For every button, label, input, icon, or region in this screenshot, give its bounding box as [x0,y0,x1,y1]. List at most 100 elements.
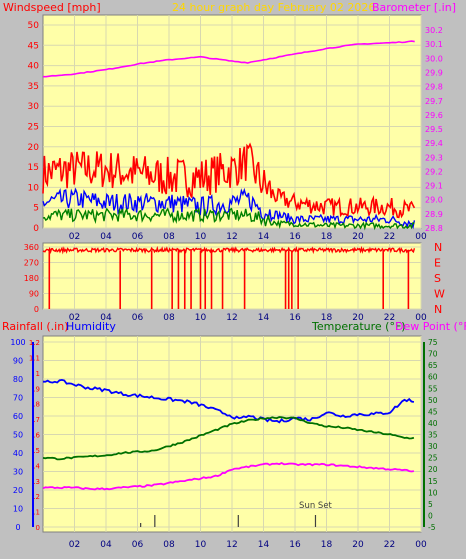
barometer-axis-label: Barometer [.in] [372,1,456,14]
humidity-tick-label: 30 [13,468,23,477]
humidity-tick-label: 60 [13,412,23,421]
direction-series [42,245,416,309]
temperature-tick-label: 45 [428,407,438,416]
rain-tick-label: 1.1 [29,354,40,362]
temperature-tick-label: 25 [428,454,438,463]
wind-barometer-panel: 02 04 06 08 10 12 14 16 18 20 22 000510152025303540… [3,1,456,242]
wind-x-tick-label: 04 [100,232,112,242]
rain-tick-label: .1 [33,509,40,517]
temperature-x-tick-label: 08 [163,540,175,550]
gust-line [42,142,416,219]
dewpoint-line [42,461,415,491]
rain-tick-label: .9 [33,385,40,393]
wind-x-tick-label: 08 [163,232,175,242]
humidity-tick-label: 40 [13,449,23,458]
rain-tick-label: .2 [33,493,40,501]
sunset-annotation: Sun Set [299,501,332,511]
barometer-tick-label: 28.8 [425,224,443,233]
humidity-tick-label: 10 [13,505,23,514]
temperature-tick-label: 55 [428,384,438,393]
barometer-tick-label: 29.4 [425,139,443,148]
direction-x-tick-label: 02 [69,313,80,323]
humidity-tick-label: 20 [13,486,23,495]
barometer-tick-label: 29.7 [425,97,443,106]
windspeed-tick-label: 0 [33,224,39,234]
direction-x-tick-label: 22 [384,313,395,323]
rain-tick-label: .5 [33,447,40,455]
wind-ticks: 02 04 06 08 10 12 14 16 18 20 22 000510152025303540… [28,21,443,242]
windspeed-tick-label: 20 [28,143,40,153]
temperature-line [42,416,415,461]
direction-line [42,245,416,255]
wind-x-tick-label: 20 [352,232,364,242]
temperature-ticks: 02 04 06 08 10 12 14 16 18 20 22 000102030405060708… [10,338,437,550]
wind-x-tick-label: 22 [384,232,395,242]
temperature-series: Sun Set [42,378,415,527]
humidity-tick-label: 80 [13,375,23,384]
humidity-line [43,378,415,424]
rain-tick-label: .6 [33,432,40,440]
temperature-tick-label: 10 [428,488,438,497]
temperature-x-tick-label: 14 [258,540,270,550]
barometer-tick-label: 30.1 [425,40,443,49]
windspeed-axis-label: Windspeed [mph] [3,1,101,14]
windspeed-tick-label: 35 [28,82,39,92]
compass-label: N [434,241,442,254]
temperature-tick-label: 15 [428,477,438,486]
direction-x-tick-label: 14 [258,313,270,323]
chart-title: 24 hour graph day February 02 2026 [172,1,375,14]
temperature-tick-label: 0 [428,511,433,520]
wind-x-tick-label: 00 [415,232,427,242]
windspeed-tick-label: 50 [28,21,40,31]
avg-line [42,207,415,231]
compass-label: W [434,288,445,301]
wind-x-tick-label: 18 [321,232,333,242]
temperature-tick-label: 75 [428,338,438,347]
humidity-axis-label: Humidity [66,320,116,333]
temperature-x-tick-label: 12 [226,540,237,550]
direction-tick-label: 360 [24,243,39,252]
temperature-tick-label: 35 [428,431,438,440]
barometer-tick-label: 30.2 [425,26,443,35]
temperature-tick-label: 30 [428,442,438,451]
temperature-x-tick-label: 16 [289,540,301,550]
temperature-x-tick-label: 06 [132,540,144,550]
temperature-humidity-panel: Sun Set 02 04 06 08 10 12 14 16 18 20 22 0001020304… [2,320,466,550]
temperature-tick-label: 70 [428,350,438,359]
direction-tick-label: 0 [34,305,39,314]
direction-x-tick-label: 00 [415,313,427,323]
humidity-tick-label: 50 [13,431,23,440]
wind-x-tick-label: 10 [195,232,207,242]
wind-grid [43,15,422,229]
windspeed-tick-label: 25 [28,123,39,133]
rainfall-axis-label: Rainfall (.in) [2,320,69,333]
direction-x-tick-label: 08 [163,313,175,323]
humidity-tick-label: 100 [10,338,25,347]
direction-x-tick-label: 18 [321,313,333,323]
temperature-x-tick-label: 20 [352,540,364,550]
barometer-tick-label: 30.0 [425,54,443,63]
temperature-tick-label: -5 [428,523,436,532]
rain-tick-label: 0 [36,524,40,532]
wind-x-tick-label: 06 [132,232,144,242]
direction-tick-label: 270 [24,259,39,268]
temperature-x-tick-label: 10 [195,540,207,550]
windspeed-tick-label: 10 [28,183,40,193]
barometer-tick-label: 29.6 [425,111,443,120]
rain-tick-label: .8 [33,401,40,409]
rain-tick-label: .4 [33,462,40,470]
temperature-tick-label: 65 [428,361,438,370]
barometer-tick-label: 29.2 [425,167,443,176]
windspeed-tick-label: 30 [28,102,40,112]
barometer-line [43,40,415,78]
wind-line [42,187,416,230]
wind-x-tick-label: 16 [289,232,301,242]
direction-x-tick-label: 10 [195,313,207,323]
temperature-x-tick-label: 04 [100,540,112,550]
temperature-tick-label: 50 [428,396,438,405]
barometer-tick-label: 29.1 [425,182,443,191]
wind-x-tick-label: 12 [226,232,237,242]
barometer-tick-label: 29.0 [425,196,443,205]
